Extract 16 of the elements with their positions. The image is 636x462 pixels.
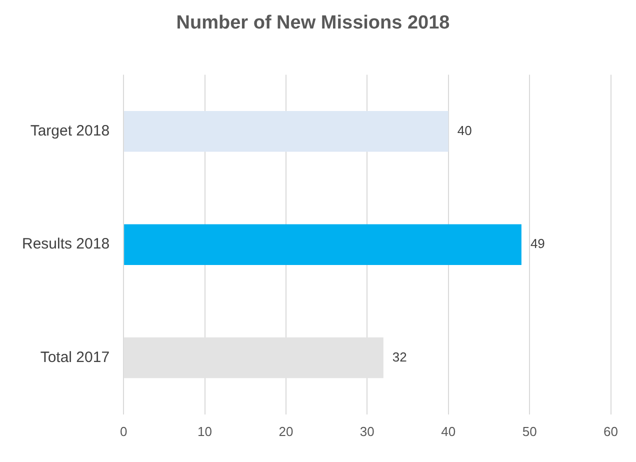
x-tick-label: 0 xyxy=(120,424,128,439)
x-tick-label: 30 xyxy=(360,424,374,439)
data-label: 32 xyxy=(392,349,407,364)
data-label: 40 xyxy=(457,122,472,138)
x-tick-label: 10 xyxy=(198,424,212,439)
bar xyxy=(124,224,522,265)
bar xyxy=(124,111,448,152)
x-tick-label: 50 xyxy=(522,424,537,439)
y-tick-label: Results 2018 xyxy=(22,236,110,253)
y-tick-label: Target 2018 xyxy=(30,122,110,140)
data-label: 49 xyxy=(530,236,545,252)
x-tick-label: 20 xyxy=(278,424,294,439)
x-tick-label: 60 xyxy=(604,424,618,439)
x-tick-label: 40 xyxy=(441,424,456,439)
y-tick-label: Total 2017 xyxy=(40,348,110,366)
chart-title: Number of New Missions 2018 xyxy=(176,12,450,34)
